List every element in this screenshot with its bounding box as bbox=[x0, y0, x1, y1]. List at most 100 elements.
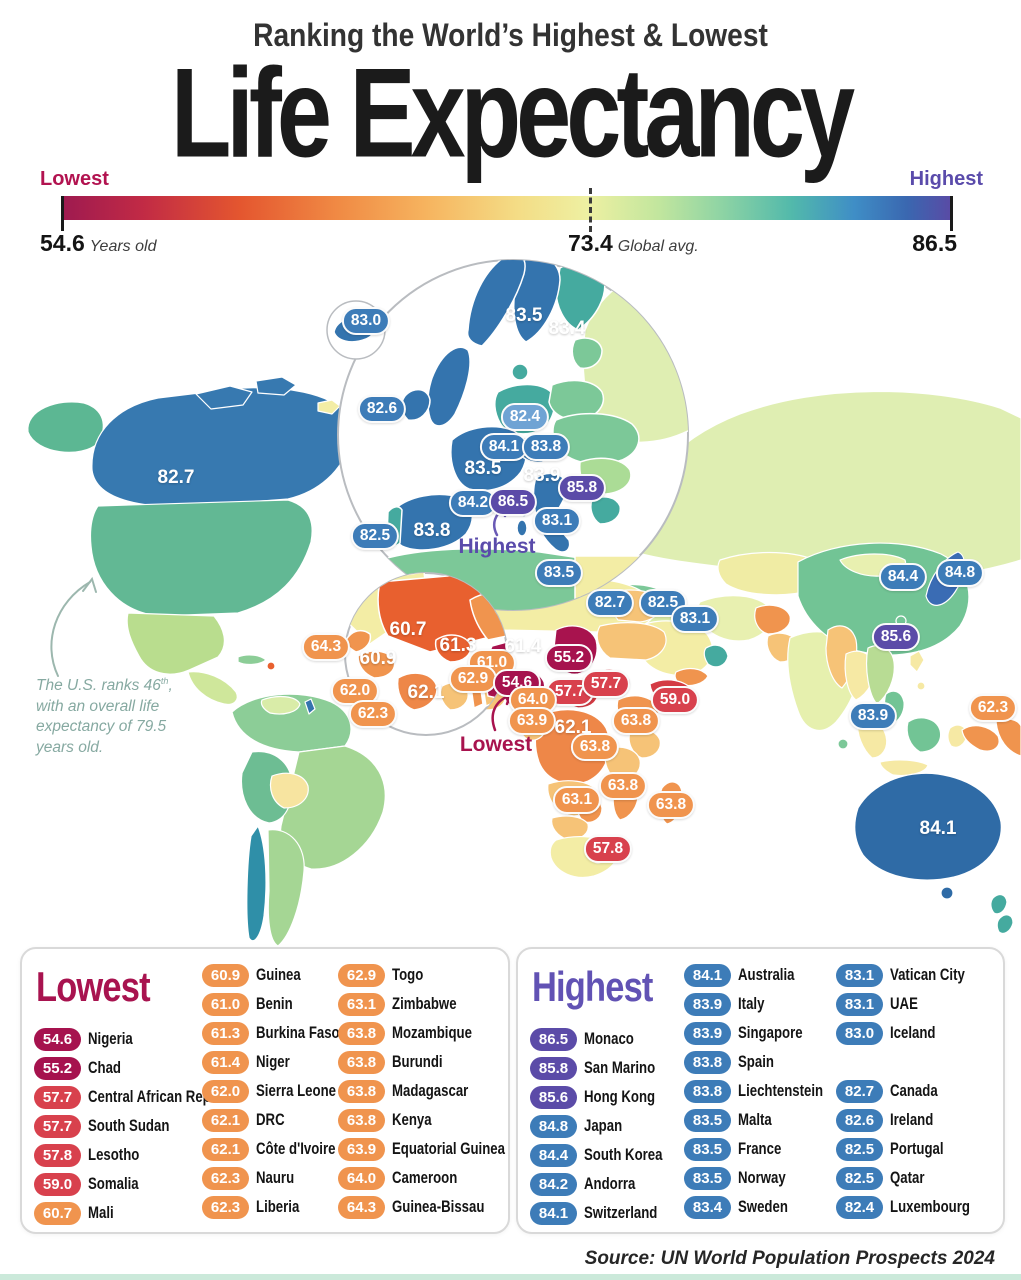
map-highest-label: Highest bbox=[458, 535, 536, 558]
country-argentina bbox=[267, 829, 305, 947]
rank-country-label: Nigeria bbox=[88, 1030, 133, 1048]
rank-value-pill: 83.5 bbox=[684, 1167, 731, 1190]
country-greenland-sliver bbox=[317, 399, 341, 415]
rank-country-label: Burundi bbox=[392, 1053, 443, 1071]
lowest-ranking-panel: Lowest 54.6 Nigeria 55.2 Chad 57.7 Centr… bbox=[20, 947, 510, 1234]
lowest-col1-rows: 54.6 Nigeria 55.2 Chad 57.7 Central Afri… bbox=[34, 1025, 241, 1228]
rank-country-label: Italy bbox=[738, 995, 765, 1013]
rank-country-label: Burkina Faso bbox=[256, 1024, 340, 1042]
rank-country-label: Malta bbox=[738, 1111, 772, 1129]
country-new-zealand-south bbox=[996, 914, 1014, 934]
rank-country-label: Vatican City bbox=[890, 966, 965, 984]
ranking-row: 85.6 Hong Kong bbox=[530, 1083, 682, 1112]
rank-country-label: Madagascar bbox=[392, 1082, 469, 1100]
ranking-row: 83.5 Malta bbox=[684, 1106, 844, 1135]
rank-value-pill: 84.1 bbox=[530, 1202, 577, 1225]
us-annotation-text: The U.S. ranks 46 bbox=[36, 677, 161, 695]
scale-min-value: 54.6 Years old bbox=[40, 230, 156, 257]
page-title: Life Expectancy bbox=[170, 42, 855, 185]
lowest-panel-title: Lowest bbox=[36, 963, 151, 1010]
ranking-row: 57.7 Central African Rep bbox=[34, 1083, 241, 1112]
rank-country-label: Chad bbox=[88, 1059, 121, 1077]
us-annotation-sup: th bbox=[160, 676, 169, 686]
rank-country-label: South Sudan bbox=[88, 1117, 170, 1135]
ranking-row: 62.3 Liberia bbox=[202, 1193, 361, 1222]
rank-value-pill: 82.5 bbox=[836, 1138, 883, 1161]
rank-country-label: Sierra Leone bbox=[256, 1082, 336, 1100]
ranking-row: 63.8 Kenya bbox=[338, 1106, 533, 1135]
inset-guinea bbox=[357, 650, 396, 679]
rank-value-pill: 59.0 bbox=[34, 1173, 81, 1196]
ranking-row: 83.4 Sweden bbox=[684, 1193, 844, 1222]
country-oman-uae bbox=[703, 644, 729, 668]
rank-country-label: Liberia bbox=[256, 1198, 300, 1216]
ranking-row: 57.7 South Sudan bbox=[34, 1112, 241, 1141]
rank-country-label: Niger bbox=[256, 1053, 290, 1071]
rank-country-label: Central African Rep bbox=[88, 1088, 211, 1106]
country-mexico bbox=[126, 612, 225, 675]
avg-value: 73.4 bbox=[568, 230, 613, 256]
rank-country-label: Australia bbox=[738, 966, 795, 984]
ranking-row: 63.8 Mozambique bbox=[338, 1019, 533, 1048]
canada-arctic-islands-2 bbox=[255, 376, 297, 396]
ranking-row: 63.8 Burundi bbox=[338, 1048, 533, 1077]
inset-sardinia bbox=[516, 519, 528, 537]
region-malay-peninsula bbox=[884, 690, 905, 725]
rank-value-pill: 54.6 bbox=[34, 1028, 81, 1051]
rank-value-pill: 85.6 bbox=[530, 1086, 577, 1109]
ranking-row: 55.2 Chad bbox=[34, 1054, 241, 1083]
ranking-row: 57.8 Lesotho bbox=[34, 1141, 241, 1170]
rank-value-pill: 62.3 bbox=[202, 1196, 249, 1219]
ranking-row: 59.0 Somalia bbox=[34, 1170, 241, 1199]
caspian-sea bbox=[697, 575, 715, 605]
us-annotation-rest: , with an overall life expectancy of 79.… bbox=[36, 677, 173, 756]
country-venezuela bbox=[260, 695, 301, 715]
rank-value-pill: 60.7 bbox=[34, 1202, 81, 1225]
inset-sierra-leone bbox=[348, 681, 372, 704]
country-egypt bbox=[609, 589, 662, 623]
country-south-africa bbox=[549, 836, 619, 878]
ranking-row: 83.8 Liechtenstein bbox=[684, 1077, 844, 1106]
inset-denmark bbox=[511, 363, 529, 381]
ranking-row: 83.1 Vatican City bbox=[836, 961, 990, 990]
rank-country-label: Norway bbox=[738, 1169, 786, 1187]
country-australia bbox=[854, 772, 1002, 881]
rank-country-label: Switzerland bbox=[584, 1204, 658, 1222]
ranking-row: 63.9 Equatorial Guinea bbox=[338, 1135, 533, 1164]
ranking-row: 64.3 Guinea-Bissau bbox=[338, 1193, 533, 1222]
ranking-row: 82.5 Portugal bbox=[836, 1135, 990, 1164]
rank-country-label: Lesotho bbox=[88, 1146, 140, 1164]
ranking-row: 82.5 Qatar bbox=[836, 1164, 990, 1193]
ranking-row: 84.4 South Korea bbox=[530, 1141, 682, 1170]
rank-value-pill: 82.4 bbox=[836, 1196, 883, 1219]
highest-col-1: Highest 86.5 Monaco 85.8 San Marino 85.6… bbox=[530, 961, 682, 1228]
inset-cote-divoire bbox=[396, 672, 438, 711]
ranking-row: 82.6 Ireland bbox=[836, 1106, 990, 1135]
ranking-row: 60.9 Guinea bbox=[202, 961, 361, 990]
rank-country-label: Canada bbox=[890, 1082, 938, 1100]
rank-value-pill: 64.0 bbox=[338, 1167, 385, 1190]
map-lowest-label: Lowest bbox=[459, 733, 533, 756]
ranking-row: 83.1 UAE bbox=[836, 990, 990, 1019]
canada-arctic-islands bbox=[195, 385, 253, 410]
rank-country-label: Qatar bbox=[890, 1169, 925, 1187]
rank-country-label: Kenya bbox=[392, 1111, 432, 1129]
rank-value-pill: 84.4 bbox=[530, 1144, 577, 1167]
country-cuba bbox=[237, 654, 267, 666]
island-hispaniola bbox=[266, 661, 276, 671]
rank-country-label: UAE bbox=[890, 995, 918, 1013]
country-chile bbox=[246, 825, 267, 942]
territory-french-guiana bbox=[304, 698, 316, 715]
rank-value-pill: 61.0 bbox=[202, 993, 249, 1016]
us-note-arrow bbox=[50, 581, 91, 677]
ranking-row: 63.1 Zimbabwe bbox=[338, 990, 533, 1019]
ranking-row: 62.1 Côte d'Ivoire bbox=[202, 1135, 361, 1164]
rank-value-pill: 63.1 bbox=[338, 993, 385, 1016]
rank-value-pill: 82.6 bbox=[836, 1109, 883, 1132]
rank-country-label: Portugal bbox=[890, 1140, 944, 1158]
rank-country-label: Sweden bbox=[738, 1198, 788, 1216]
highest-ranking-panel: Highest 86.5 Monaco 85.8 San Marino 85.6… bbox=[516, 947, 1005, 1234]
ranking-row: 82.7 Canada bbox=[836, 1077, 990, 1106]
ranking-row: 83.9 Singapore bbox=[684, 1019, 844, 1048]
